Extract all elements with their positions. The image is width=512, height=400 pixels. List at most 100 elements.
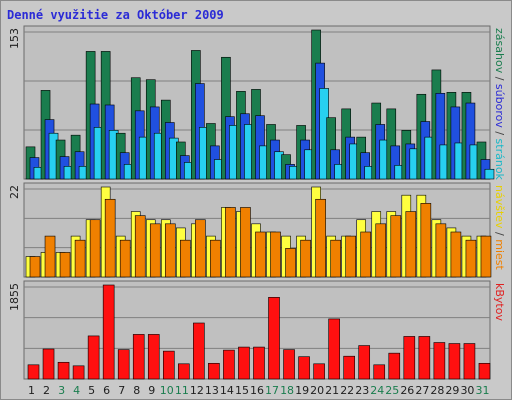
x-tick-label-10: 10 [160, 384, 174, 397]
x-tick-label-15: 15 [235, 384, 249, 397]
legend-part-0: kBytov [493, 283, 506, 321]
bar-kBytov-day-23 [358, 345, 371, 380]
bar-kBytov-day-6 [102, 284, 115, 380]
bar-miest-day-8 [134, 215, 146, 278]
bar-kBytov-day-2 [42, 348, 55, 380]
bar-kBytov-day-24 [373, 364, 386, 380]
bar-kBytov-day-1 [27, 364, 40, 380]
bar-kBytov-day-31 [478, 362, 491, 380]
panel-top-ymax-label: 153 [8, 28, 21, 49]
x-tick-label-28: 28 [430, 384, 444, 397]
x-tick-label-17: 17 [265, 384, 279, 397]
x-tick-label-22: 22 [340, 384, 354, 397]
x-tick-label-12: 12 [190, 384, 204, 397]
bar-miest-day-23 [360, 231, 372, 278]
bar-miest-day-27 [420, 203, 432, 278]
page-title: Denné využitie za Október 2009 [7, 8, 224, 22]
x-tick-label-23: 23 [355, 384, 369, 397]
bar-miest-day-18 [285, 248, 296, 278]
bar-miest-day-4 [74, 239, 86, 278]
panel-bottom-ymax-label: 1855 [8, 283, 21, 311]
bar-kBytov-day-12 [193, 322, 205, 380]
bar-kBytov-day-7 [117, 349, 130, 380]
legend-part-1: / [493, 73, 506, 84]
bar-kBytov-day-4 [72, 365, 85, 380]
bar-kBytov-day-16 [253, 346, 265, 380]
bar-miest-day-26 [405, 211, 417, 278]
bar-miest-day-15 [240, 207, 251, 278]
legend-part-2: miest [493, 239, 506, 270]
bar-kBytov-day-8 [132, 334, 145, 380]
bar-kBytov-day-27 [418, 336, 431, 380]
bar-kBytov-day-20 [313, 363, 325, 380]
x-tick-label-25: 25 [385, 384, 399, 397]
bar-miest-day-29 [450, 231, 462, 278]
x-tick-label-8: 8 [133, 384, 140, 397]
x-tick-label-6: 6 [103, 384, 110, 397]
bar-kBytov-day-28 [433, 342, 446, 380]
x-tick-label-26: 26 [400, 384, 414, 397]
bar-kBytov-day-9 [147, 334, 160, 380]
bar-miest-day-16 [255, 231, 266, 278]
panel-top-legend-label: zásahov / súborov / stránok [493, 28, 506, 181]
bar-kBytov-day-10 [162, 350, 175, 380]
x-tick-label-1: 1 [28, 384, 35, 397]
bar-kBytov-day-26 [403, 336, 416, 380]
bar-miest-day-20 [315, 198, 326, 278]
x-tick-label-19: 19 [295, 384, 309, 397]
x-tick-label-20: 20 [310, 384, 324, 397]
x-tick-label-31: 31 [475, 384, 489, 397]
bar-kBytov-day-22 [343, 355, 355, 380]
bar-kBytov-day-5 [87, 335, 100, 380]
bar-kBytov-day-18 [283, 349, 295, 380]
bar-miest-day-9 [149, 223, 161, 278]
bar-miest-day-2 [44, 235, 56, 278]
x-tick-label-21: 21 [325, 384, 339, 397]
bar-kBytov-day-11 [178, 363, 190, 380]
bar-miest-day-1 [29, 256, 41, 278]
bar-miest-day-12 [195, 219, 206, 278]
bar-kBytov-day-17 [268, 297, 280, 380]
x-tick-label-3: 3 [58, 384, 65, 397]
bar-kBytov-day-15 [238, 346, 250, 380]
panel-bottom-legend-label: kBytov [493, 283, 506, 321]
panel-middle-ymax-label: 22 [8, 185, 21, 199]
bar-miest-day-22 [345, 235, 356, 278]
bar-kBytov-day-25 [388, 352, 401, 380]
bar-miest-day-25 [390, 215, 402, 278]
bar-stránok-day-31 [484, 168, 495, 180]
bar-miest-day-6 [104, 198, 116, 278]
x-tick-label-24: 24 [370, 384, 384, 397]
bar-miest-day-24 [375, 223, 387, 278]
bar-miest-day-28 [435, 223, 447, 278]
bar-kBytov-day-21 [328, 318, 340, 380]
bar-miest-day-10 [164, 223, 176, 278]
legend-part-0: zásahov [493, 28, 506, 74]
bar-miest-day-21 [330, 239, 341, 278]
legend-part-0: návštev [493, 185, 506, 229]
bar-miest-day-7 [119, 239, 131, 278]
bar-kBytov-day-13 [208, 362, 220, 380]
bar-kBytov-day-19 [298, 356, 310, 380]
bar-kBytov-day-29 [448, 343, 461, 380]
bar-miest-day-30 [465, 239, 477, 278]
legend-part-4: stránok [493, 139, 506, 181]
x-tick-label-7: 7 [118, 384, 125, 397]
bar-miest-day-3 [59, 252, 71, 278]
x-tick-label-2: 2 [43, 384, 50, 397]
bar-miest-day-14 [225, 207, 236, 278]
bar-miest-day-11 [180, 239, 191, 278]
x-tick-label-18: 18 [280, 384, 294, 397]
bar-miest-day-31 [480, 235, 492, 278]
x-tick-label-11: 11 [175, 384, 189, 397]
legend-part-3: / [493, 128, 506, 139]
x-tick-label-5: 5 [88, 384, 95, 397]
bar-miest-day-5 [89, 219, 101, 278]
bar-miest-day-17 [270, 231, 281, 278]
x-tick-label-14: 14 [220, 384, 234, 397]
panel-middle-legend-label: návštev / miest [493, 185, 506, 271]
x-tick-label-9: 9 [148, 384, 155, 397]
bar-kBytov-day-14 [223, 349, 235, 380]
bar-miest-day-13 [210, 239, 221, 278]
